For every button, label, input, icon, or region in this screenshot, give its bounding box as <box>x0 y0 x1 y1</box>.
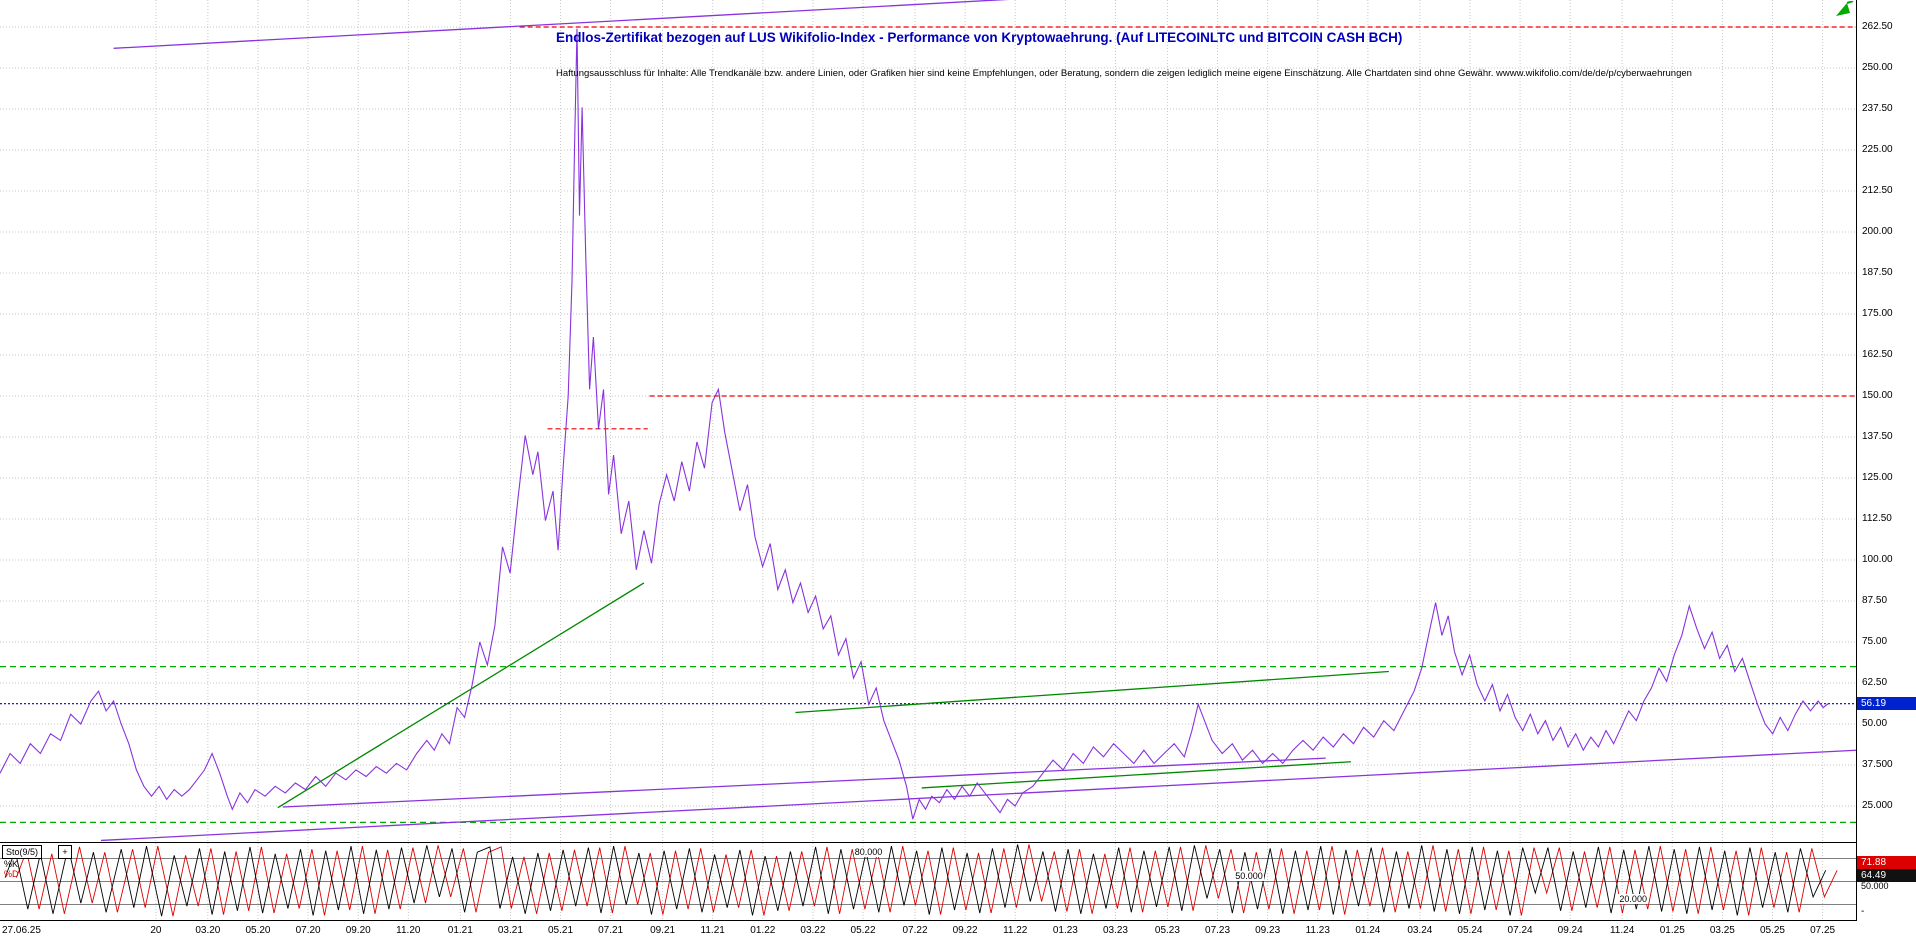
date-axis-label: 07.25 <box>1810 925 1836 936</box>
price-axis-tick-label: 87.50 <box>1862 595 1888 606</box>
date-axis-label: 03.21 <box>497 925 523 936</box>
date-axis-label: 07.20 <box>295 925 321 936</box>
price-axis-tick-label: 100.00 <box>1862 554 1893 565</box>
price-axis-tick-label: 150.00 <box>1862 390 1893 401</box>
price-axis-tick-label: 237.50 <box>1862 103 1893 114</box>
date-axis-label: 07.22 <box>902 925 928 936</box>
price-axis-tick-label: 162.50 <box>1862 349 1893 360</box>
date-axis-label: 11.23 <box>1305 925 1330 936</box>
d-line-legend-label: %D <box>4 869 19 879</box>
trendline-green <box>921 761 1352 789</box>
price-axis-tick-label: 225.00 <box>1862 144 1893 155</box>
date-axis-label: 09.20 <box>345 925 371 936</box>
indicator-axis-bottom-label: - <box>1861 906 1865 917</box>
panel-separator-line <box>0 842 1856 843</box>
disclaimer-text: Haftungsausschluss für Inhalte: Alle Tre… <box>556 68 1692 79</box>
trend-up-arrow-icon <box>1836 1 1854 16</box>
add-indicator-button[interactable]: + <box>58 845 72 859</box>
price-axis-tick-label: 200.00 <box>1862 226 1893 237</box>
indicator-name-button[interactable]: Sto(9/5) <box>2 845 43 859</box>
price-axis-tick-label: 50.00 <box>1862 718 1888 729</box>
price-axis-tick-label: 25.000 <box>1862 800 1893 811</box>
indicator-axis-mid-label: 50.000 <box>1861 881 1889 891</box>
date-axis-label: 01.23 <box>1052 925 1078 936</box>
price-axis-tick-label: 175.00 <box>1862 308 1893 319</box>
price-axis-tick-label: 62.50 <box>1862 677 1888 688</box>
date-axis-label: 03.24 <box>1407 925 1433 936</box>
date-axis-label: 07.21 <box>598 925 624 936</box>
date-axis-label: 01.21 <box>447 925 473 936</box>
stoch-level-label: 80.000 <box>853 847 884 858</box>
k-line-legend-label: %K <box>4 859 19 869</box>
date-axis-label: 05.25 <box>1759 925 1785 936</box>
price-line <box>0 28 1829 820</box>
stoch-level-label: 20.000 <box>1618 893 1648 904</box>
price-axis: 262.50 250.00 237.50 225.00 212.50 200.00 187.… <box>1856 0 1916 921</box>
page-title: Endlos-Zertifikat bezogen auf LUS Wikifo… <box>556 30 1403 45</box>
indicator-bottom-line <box>0 920 1856 921</box>
date-axis-label: 11.20 <box>396 925 421 936</box>
current-price-badge: 56.19 <box>1857 697 1916 710</box>
date-axis-label: 03.22 <box>800 925 826 936</box>
date-axis-label: 09.24 <box>1557 925 1583 936</box>
date-axis-label: 09.22 <box>952 925 978 936</box>
axis-separator-line <box>1856 0 1857 921</box>
date-axis: 27.06.25 20 03.20 05.20 07.20 09.20 11.20 01.21… <box>0 925 1916 945</box>
date-axis-label: 11.22 <box>1003 925 1028 936</box>
date-axis-label: 03.20 <box>195 925 221 936</box>
date-axis-label: 07.23 <box>1205 925 1231 936</box>
price-axis-tick-label: 187.50 <box>1862 267 1893 278</box>
price-axis-tick-label: 75.00 <box>1862 636 1888 647</box>
price-axis-tick-label: 37.500 <box>1862 759 1893 770</box>
stochastic-d-value-badge: 71.88 <box>1857 856 1916 869</box>
trendline-green <box>277 582 645 809</box>
price-axis-tick-label: 250.00 <box>1862 62 1893 73</box>
price-axis-tick-label: 262.50 <box>1862 21 1893 32</box>
price-axis-tick-label: 112.50 <box>1862 513 1892 524</box>
price-axis-tick-label: 137.50 <box>1862 431 1893 442</box>
date-axis-label: 01.25 <box>1659 925 1685 936</box>
date-axis-label: 07.24 <box>1507 925 1533 936</box>
price-axis-tick-label: 125.00 <box>1862 472 1893 483</box>
stoch-d-line <box>15 844 1838 917</box>
date-axis-label: 27.06.25 <box>2 925 41 936</box>
date-axis-label: 01.22 <box>750 925 776 936</box>
date-axis-label: 11.24 <box>1609 925 1635 936</box>
date-axis-label: 05.22 <box>850 925 876 936</box>
date-axis-label: 05.23 <box>1154 925 1180 936</box>
date-axis-label: 11.21 <box>700 925 725 936</box>
stochastic-k-value-badge: 64.49 <box>1857 869 1916 882</box>
date-axis-label: 09.23 <box>1255 925 1281 936</box>
trendline-purple <box>282 757 1326 808</box>
trendline-green <box>795 670 1389 714</box>
date-axis-label: 05.21 <box>547 925 574 936</box>
date-axis-label: 05.24 <box>1457 925 1483 936</box>
stoch-level-label: 50.000 <box>1234 870 1264 881</box>
date-axis-label: 05.20 <box>245 925 271 936</box>
stoch-k-line <box>4 844 1827 917</box>
date-axis-label: 01.24 <box>1355 925 1381 936</box>
date-axis-label: 20 <box>150 925 162 936</box>
date-axis-label: 03.25 <box>1709 925 1735 936</box>
date-axis-label: 09.21 <box>650 925 676 936</box>
price-axis-tick-label: 212.50 <box>1862 185 1893 196</box>
date-axis-label: 03.23 <box>1102 925 1128 936</box>
trendline-purple <box>100 749 1857 842</box>
